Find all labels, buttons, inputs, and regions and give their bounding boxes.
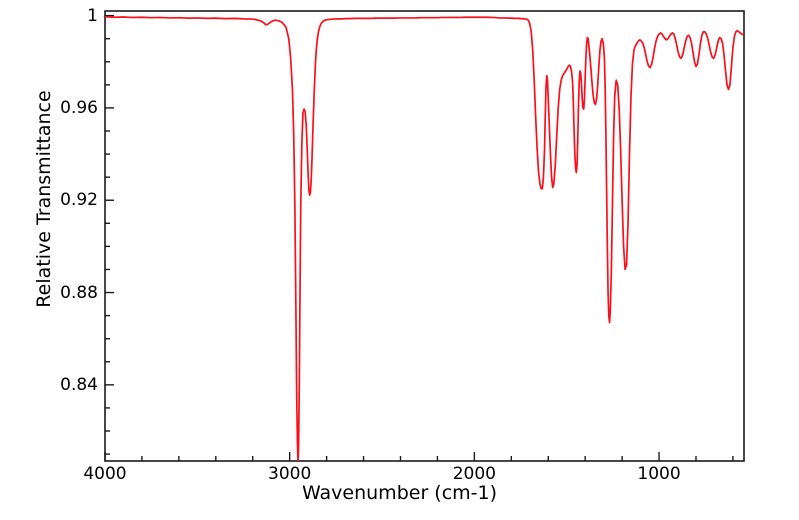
x-tick-label: 1000 [637,464,681,484]
axis-ticks [104,14,734,461]
y-tick-label: 0.92 [60,190,98,211]
x-tick-label: 2000 [452,464,496,484]
y-tick-label: 1 [87,5,98,26]
spectrum-line [105,15,744,461]
x-tick-label: 3000 [268,464,312,484]
x-tick-label-layer: 4000 3000 2000 1000 [0,464,799,494]
y-tick-label: 0.88 [60,282,98,303]
x-tick-label: 4000 [83,464,127,484]
y-tick-label-layer: 1 0.96 0.92 0.88 0.84 [34,0,98,516]
x-axis-title: Wavenumber (cm-1) [301,482,498,504]
axes-frame [104,10,745,462]
data-line-layer [105,15,744,461]
y-axis-title: Relative Transmittance [33,90,55,308]
y-tick-label: 0.96 [60,97,98,118]
y-tick-label: 0.84 [60,374,98,395]
